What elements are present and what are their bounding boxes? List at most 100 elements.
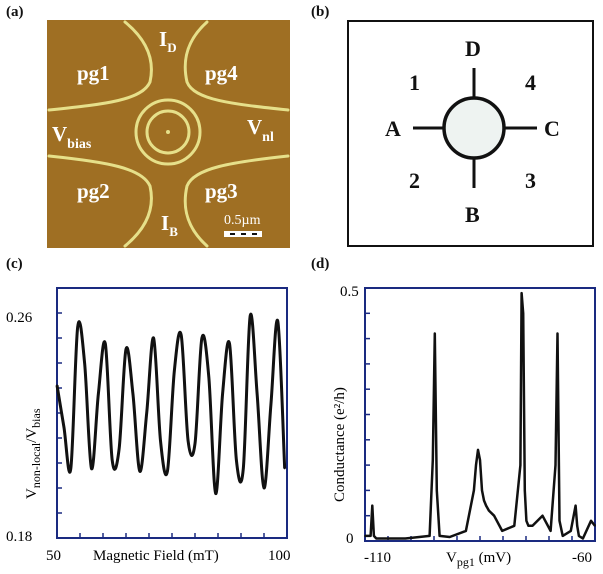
data-point: [522, 312, 524, 315]
data-point: [201, 337, 203, 339]
data-point: [152, 337, 155, 339]
data-point: [483, 499, 485, 502]
data-point: [97, 392, 100, 395]
data-point: [249, 314, 251, 317]
data-point: [520, 292, 523, 294]
data-point: [270, 403, 272, 406]
data-point: [477, 449, 479, 451]
data-point: [431, 459, 434, 461]
data-point: [594, 525, 596, 527]
data-point: [493, 514, 495, 517]
data-point: [187, 439, 189, 442]
data-point: [590, 519, 592, 522]
data-point: [501, 530, 503, 532]
data-point: [473, 489, 475, 492]
data-point: [475, 464, 477, 466]
data-point: [83, 362, 86, 364]
y-tick-label-top: 0.5: [340, 284, 359, 300]
y-axis-label: Vnon-local/Vbias: [24, 408, 43, 499]
data-point: [125, 348, 127, 350]
data-point: [558, 519, 561, 522]
quadrant-label-4: 4: [525, 70, 536, 95]
data-point: [111, 459, 113, 462]
data-point: [485, 504, 487, 507]
data-point: [159, 439, 162, 442]
data-point: [263, 487, 265, 489]
scale-bar-label: 0.5µm: [224, 213, 261, 228]
data-point: [434, 332, 436, 335]
x-tick-label-left: 50: [46, 548, 61, 564]
data-point: [118, 448, 120, 450]
data-point: [371, 504, 374, 507]
data-point: [525, 519, 528, 522]
data-point: [214, 492, 217, 495]
data-point: [531, 525, 534, 527]
data-point: [375, 537, 378, 540]
data-point: [574, 504, 577, 507]
data-point: [436, 489, 438, 492]
data-point: [90, 467, 93, 470]
quadrant-label-1: 1: [409, 70, 420, 95]
data-point: [582, 537, 584, 540]
gate-label-pg1: pg1: [77, 61, 110, 85]
panel-a-label: (a): [6, 4, 24, 20]
data-point: [208, 376, 210, 378]
data-point: [132, 392, 134, 395]
data-point: [63, 426, 65, 428]
series-line: [55, 312, 287, 496]
scale-bar: [224, 231, 262, 237]
data-point: [561, 535, 564, 537]
data-point: [481, 489, 483, 492]
data-point: [519, 464, 522, 466]
data-point: [228, 342, 231, 345]
data-point: [404, 537, 407, 540]
data-point: [173, 370, 176, 373]
data-point: [166, 470, 169, 473]
data-point: [283, 467, 286, 470]
data-point: [479, 459, 481, 461]
x-axis-label: Vpg1 (mV): [446, 550, 511, 569]
x-tick-label-right: 100: [268, 548, 291, 564]
lead-label-a: A: [385, 116, 401, 141]
data-point: [221, 392, 224, 395]
schematic-frame: [347, 20, 594, 247]
data-point: [104, 342, 107, 345]
data-point: [556, 332, 559, 335]
data-point: [488, 509, 490, 512]
data-point: [70, 467, 72, 470]
x-tick-label-left: -110: [364, 550, 391, 566]
panel-d-label: (d): [311, 256, 330, 272]
y-tick-label-bottom: 0.18: [6, 529, 32, 545]
data-point: [369, 535, 372, 537]
data-point: [373, 535, 375, 537]
data-point: [364, 535, 366, 537]
device-micrograph: pg1 pg4 pg2 pg3 ID IB Vbias Vnl 0.5µm: [47, 20, 290, 248]
x-axis-label: Magnetic Field (mT): [93, 548, 219, 564]
x-tick-label-right: -60: [572, 550, 592, 566]
data-point: [277, 320, 279, 323]
data-point: [549, 530, 552, 532]
y-tick-label-bottom: 0: [346, 531, 354, 547]
gate-label-pg3: pg3: [205, 179, 238, 203]
data-point: [513, 525, 516, 527]
data-point: [256, 392, 258, 395]
lead-label-b: B: [465, 202, 480, 227]
data-point: [180, 334, 182, 337]
data-point: [139, 470, 141, 473]
data-point: [541, 514, 544, 517]
data-point: [235, 459, 238, 462]
conductance-chart: 0.5 0 -110 -60 Vpg1 (mV) Conductance (e²…: [332, 284, 596, 569]
contact-label-top: ID: [159, 27, 177, 55]
data-point: [384, 537, 386, 540]
device-schematic: D B A C 1 4 2 3: [385, 36, 560, 227]
oscillation-chart: 0.26 0.18 50 100 Magnetic Field (mT) Vno…: [6, 287, 291, 564]
data-point: [76, 326, 79, 328]
y-axis-label: Conductance (e²/h): [332, 387, 348, 502]
series-line: [365, 291, 596, 540]
panel-b-label: (b): [311, 4, 330, 20]
contact-label-right: Vnl: [247, 115, 274, 145]
contact-label-bottom: IB: [161, 211, 178, 239]
data-point: [576, 525, 579, 527]
gate-label-pg2: pg2: [77, 179, 110, 203]
lead-label-c: C: [544, 116, 560, 141]
